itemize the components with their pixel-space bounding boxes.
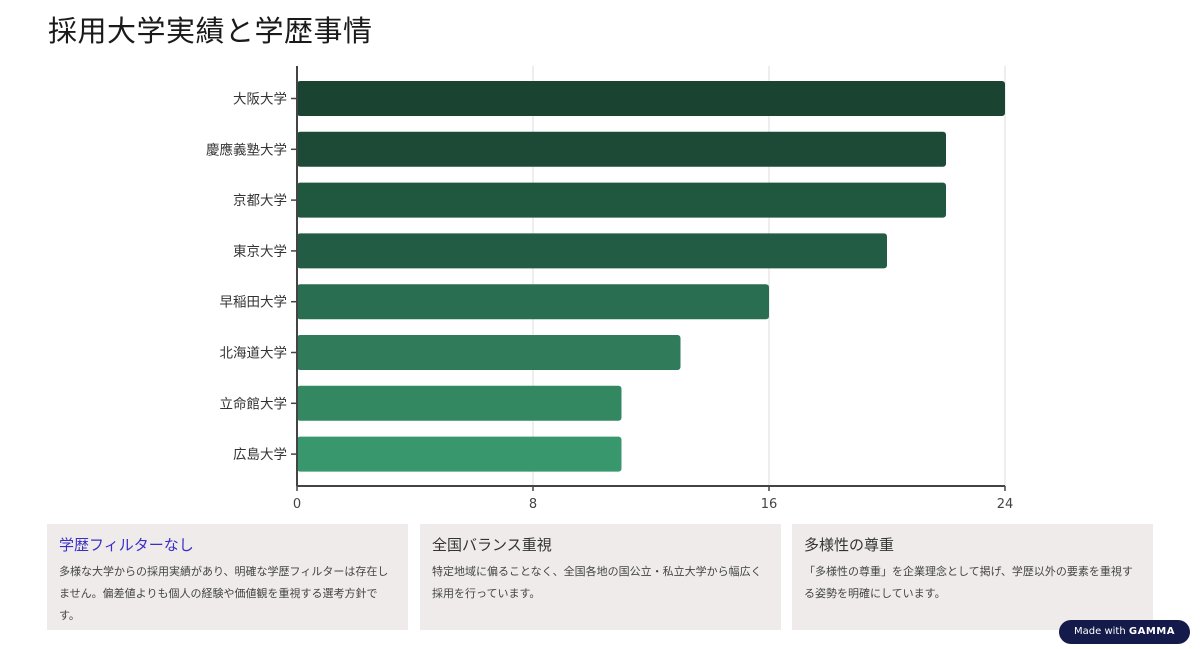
bar-8 xyxy=(297,436,622,472)
category-label: 広島大学 xyxy=(233,447,287,463)
page-title: 採用大学実績と学歴事情 xyxy=(48,14,373,48)
category-label: 立命館大学 xyxy=(220,395,288,412)
category-label: 慶應義塾大学 xyxy=(206,141,287,158)
bar-3 xyxy=(297,182,946,218)
card-title: 学歴フィルターなし xyxy=(59,536,194,554)
category-label: 大阪大学 xyxy=(233,92,287,108)
badge-brand: GAMMA xyxy=(1128,626,1175,637)
x-tick-label: 16 xyxy=(761,497,778,512)
category-label: 早稲田大学 xyxy=(220,295,288,311)
bar-1 xyxy=(297,81,1005,116)
category-label: 京都大学 xyxy=(233,193,287,209)
bar-6 xyxy=(297,335,681,370)
card-diversity: 多様性の尊重 「多様性の尊重」を企業理念として掲げ、学歴以外の要素を重視する姿勢… xyxy=(792,524,1153,630)
card-title: 全国バランス重視 xyxy=(432,536,552,554)
info-cards: 学歴フィルターなし 多様な大学からの採用実績があり、明確な学歴フィルターは存在し… xyxy=(47,524,1153,630)
card-title: 多様性の尊重 xyxy=(804,536,895,554)
category-label: 東京大学 xyxy=(233,244,287,260)
x-tick-label: 24 xyxy=(997,497,1014,512)
made-with-gamma-badge[interactable]: Made with GAMMA xyxy=(1059,620,1190,644)
card-text: 特定地域に偏ることなく、全国各地の国公立・私立大学から幅広く採用を行っています。 xyxy=(432,565,762,600)
category-label: 北海道大学 xyxy=(220,346,288,362)
card-text: 「多様性の尊重」を企業理念として掲げ、学歴以外の要素を重視する姿勢を明確にしてい… xyxy=(804,565,1133,600)
bar-7 xyxy=(297,385,622,421)
bar-5 xyxy=(297,284,769,320)
card-text: 多様な大学からの採用実績があり、明確な学歴フィルターは存在しません。偏差値よりも… xyxy=(59,565,389,622)
badge-prefix: Made with xyxy=(1074,626,1126,637)
x-tick-label: 8 xyxy=(529,497,537,512)
bar-2 xyxy=(297,131,946,167)
bar-chart: 0 8 16 24 大阪大学慶應義塾大学京都大学東京大学早稲田大学北海道大学立命館大学広… xyxy=(206,66,1014,512)
x-tick-label: 0 xyxy=(293,497,301,512)
card-national-balance: 全国バランス重視 特定地域に偏ることなく、全国各地の国公立・私立大学から幅広く採… xyxy=(420,524,781,630)
bar-4 xyxy=(297,233,887,269)
card-no-gakureki-filter: 学歴フィルターなし 多様な大学からの採用実績があり、明確な学歴フィルターは存在し… xyxy=(47,524,408,630)
